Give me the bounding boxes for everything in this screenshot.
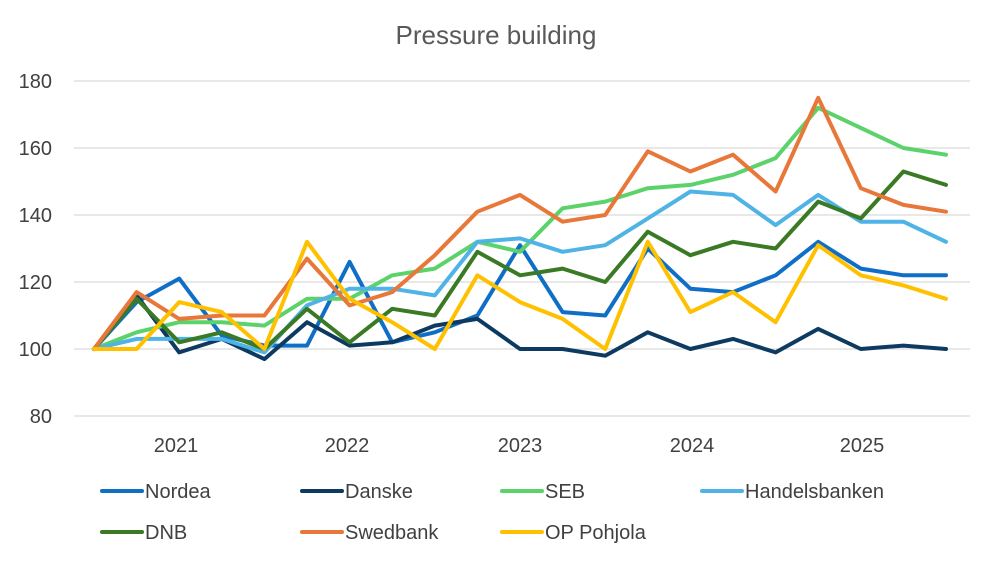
series-line-dnb [92, 169, 948, 351]
x-tick-label: 2024 [670, 435, 715, 457]
series-line-swedbank [92, 95, 948, 351]
x-axis-ticks: 2021 2022 2023 2024 2025 [154, 435, 885, 457]
y-tick-label: 120 [19, 272, 52, 294]
series-line-danske [92, 293, 948, 362]
x-tick-label: 2025 [840, 435, 885, 457]
legend-item: Nordea [100, 481, 211, 503]
series-line-op-pohjola [92, 239, 948, 351]
x-tick-label: 2023 [498, 435, 543, 457]
legend-label: DNB [145, 522, 187, 544]
y-tick-label: 80 [30, 406, 52, 428]
y-axis-ticks: 80 100 120 140 160 180 [19, 71, 52, 428]
legend-label: Nordea [145, 481, 211, 503]
legend-label: Danske [345, 481, 413, 503]
x-tick-label: 2022 [325, 435, 370, 457]
y-tick-label: 140 [19, 205, 52, 227]
x-tick-label: 2021 [154, 435, 199, 457]
legend-item: Danske [300, 481, 413, 503]
legend-label: OP Pohjola [545, 522, 647, 544]
legend-label: Handelsbanken [745, 481, 884, 503]
legend-label: Swedbank [345, 522, 439, 544]
legend-item: SEB [500, 481, 585, 503]
series-lines [92, 95, 948, 362]
legend-item: Swedbank [300, 522, 439, 544]
y-tick-label: 160 [19, 138, 52, 160]
legend-label: SEB [545, 481, 585, 503]
series-line-handelsbanken [92, 189, 948, 355]
y-tick-label: 180 [19, 71, 52, 93]
y-tick-label: 100 [19, 339, 52, 361]
legend-item: Handelsbanken [700, 481, 884, 503]
legend: Nordea Danske SEB Handelsbanken DNB Swedbank O… [100, 481, 884, 544]
chart-title: Pressure building [396, 20, 597, 50]
legend-item: OP Pohjola [500, 522, 647, 544]
gridlines [74, 80, 970, 417]
legend-item: DNB [100, 522, 187, 544]
